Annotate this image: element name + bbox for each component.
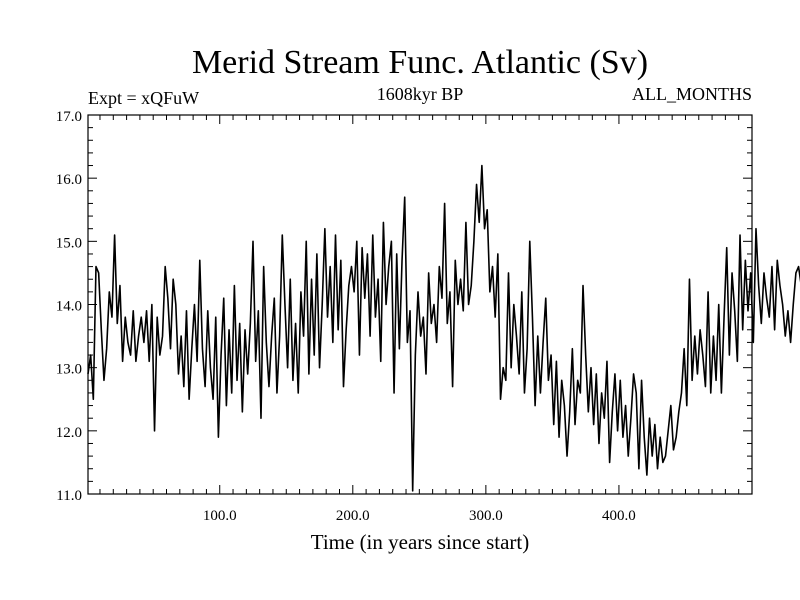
x-tick-label: 100.0 (203, 508, 237, 524)
series-line-0 (87, 164, 800, 492)
months-label: ALL_MONTHS (632, 84, 752, 104)
series-group (87, 164, 800, 492)
y-tick-label: 11.0 (56, 488, 82, 504)
plot-frame (87, 114, 753, 495)
y-tick-label: 17.0 (56, 109, 82, 125)
y-tick-label: 13.0 (56, 362, 82, 378)
y-tick-label: 15.0 (56, 235, 82, 251)
x-tick-labels: 100.0 200.0 300.0 400.0 (203, 508, 636, 524)
y-tick-label: 12.0 (56, 425, 82, 441)
tick-marks (88, 115, 752, 494)
experiment-label: Expt = xQFuW (88, 88, 199, 108)
x-tick-label: 400.0 (602, 508, 636, 524)
y-tick-labels: 11.0 12.0 13.0 14.0 15.0 16.0 17.0 (56, 109, 82, 504)
chart-title: Merid Stream Func. Atlantic (Sv) (192, 44, 648, 81)
x-tick-label: 300.0 (469, 508, 503, 524)
x-axis-label: Time (in years since start) (311, 530, 530, 554)
y-tick-label: 14.0 (56, 299, 82, 315)
period-label: 1608kyr BP (377, 84, 464, 104)
y-tick-label: 16.0 (56, 172, 82, 188)
x-tick-label: 200.0 (336, 508, 370, 524)
